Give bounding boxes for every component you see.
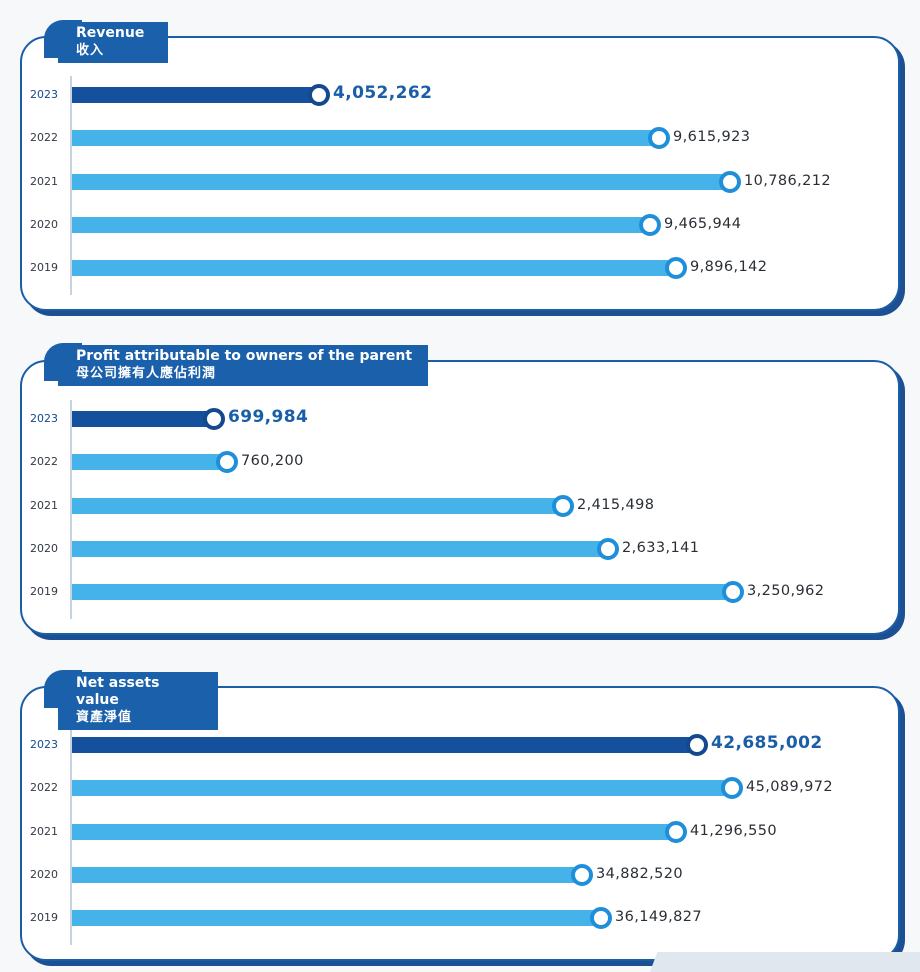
- year-tick-label: 2019: [30, 911, 58, 925]
- bar-end-marker: [722, 581, 744, 604]
- bar-row-2020: 2020 34,882,520: [0, 860, 920, 890]
- bar-row-2019: 2019 36,149,827: [0, 903, 920, 933]
- bar-end-marker: [597, 537, 619, 560]
- year-tick-label: 2022: [30, 781, 58, 795]
- bar-2023: [72, 87, 319, 103]
- year-tick-label: 2021: [30, 174, 58, 188]
- chart-title-en: Revenue: [76, 25, 145, 41]
- profit-y-axis: [70, 400, 72, 619]
- year-tick-label: 2020: [30, 867, 58, 881]
- bar-2020: [72, 216, 650, 233]
- bar-value-label: 10,786,212: [744, 172, 832, 189]
- chart-title-en: Profit attributable to owners of the par…: [76, 348, 413, 364]
- year-tick-label: 2020: [30, 541, 58, 555]
- year-tick-label: 2019: [30, 585, 58, 599]
- net-assets-y-axis: [70, 726, 72, 945]
- bar-end-marker: [216, 451, 238, 474]
- bar-value-label: 41,296,550: [690, 822, 778, 839]
- bar-row-2022: 2022 45,089,972: [0, 773, 920, 803]
- bar-row-2021: 2021 2,415,498: [0, 491, 920, 521]
- bar-2019: [72, 910, 601, 927]
- year-tick-label: 2019: [30, 261, 58, 275]
- bar-row-2019: 2019 3,250,962: [0, 577, 920, 607]
- bar-end-marker: [665, 820, 687, 843]
- bar-2023: [72, 737, 697, 753]
- bar-end-marker: [665, 257, 687, 280]
- bar-value-label: 2,415,498: [577, 496, 655, 513]
- bar-end-marker: [552, 494, 574, 517]
- year-tick-label: 2023: [30, 412, 58, 425]
- year-tick-label: 2020: [30, 217, 58, 231]
- bar-end-marker: [590, 907, 612, 930]
- year-tick-label: 2021: [30, 824, 58, 838]
- year-tick-label: 2023: [30, 88, 58, 101]
- chart-title-en: Net assets value: [76, 675, 160, 708]
- profit-chart-title: Profit attributable to owners of the par…: [58, 345, 428, 386]
- bar-2021: [72, 497, 563, 514]
- bar-row-2020: 2020 2,633,141: [0, 534, 920, 564]
- bar-row-2023: 2023 42,685,002: [0, 730, 920, 760]
- bar-2020: [72, 540, 608, 557]
- bar-row-2022: 2022 760,200: [0, 447, 920, 477]
- bar-row-2023: 2023 699,984: [0, 404, 920, 434]
- bar-value-label: 760,200: [241, 453, 304, 470]
- revenue-chart-title: Revenue 收入: [58, 22, 168, 63]
- bar-row-2022: 2022 9,615,923: [0, 123, 920, 153]
- bar-value-label: 9,465,944: [664, 215, 742, 232]
- bar-value-label: 4,052,262: [333, 83, 433, 103]
- chart-title-zh: 資產淨值: [76, 710, 133, 725]
- bar-row-2023: 2023 4,052,262: [0, 80, 920, 110]
- bar-end-marker: [648, 127, 670, 150]
- bar-value-label: 34,882,520: [596, 865, 684, 882]
- bar-2021: [72, 173, 730, 190]
- bar-end-marker: [686, 734, 708, 756]
- bar-end-marker: [308, 84, 330, 106]
- revenue-y-axis: [70, 76, 72, 295]
- bar-2022: [72, 130, 659, 147]
- year-tick-label: 2022: [30, 455, 58, 469]
- bar-2020: [72, 866, 582, 883]
- bar-value-label: 42,685,002: [711, 733, 823, 753]
- bar-row-2020: 2020 9,465,944: [0, 210, 920, 240]
- bar-end-marker: [719, 170, 741, 193]
- bar-2023: [72, 411, 214, 427]
- bar-2022: [72, 454, 227, 471]
- year-tick-label: 2021: [30, 498, 58, 512]
- bar-value-label: 3,250,962: [747, 583, 825, 600]
- year-tick-label: 2023: [30, 738, 58, 751]
- chart-title-zh: 母公司擁有人應佔利潤: [76, 366, 217, 381]
- bar-row-2019: 2019 9,896,142: [0, 253, 920, 283]
- page-corner-decoration: [650, 952, 920, 972]
- bar-2019: [72, 584, 733, 601]
- bar-end-marker: [721, 777, 743, 800]
- bar-value-label: 2,633,141: [622, 539, 700, 556]
- bar-row-2021: 2021 41,296,550: [0, 817, 920, 847]
- bar-value-label: 9,615,923: [673, 129, 751, 146]
- year-tick-label: 2022: [30, 131, 58, 145]
- bar-value-label: 9,896,142: [690, 259, 768, 276]
- bar-value-label: 45,089,972: [746, 779, 834, 796]
- bar-end-marker: [639, 213, 661, 236]
- chart-title-zh: 收入: [76, 43, 105, 58]
- bar-row-2021: 2021 10,786,212: [0, 167, 920, 197]
- bar-2019: [72, 260, 676, 277]
- bar-2021: [72, 823, 676, 840]
- bar-end-marker: [203, 408, 225, 430]
- bar-value-label: 36,149,827: [615, 909, 703, 926]
- bar-end-marker: [571, 863, 593, 886]
- bar-2022: [72, 780, 732, 797]
- bar-value-label: 699,984: [228, 407, 309, 427]
- net-assets-chart-title: Net assets value 資產淨值: [58, 672, 218, 730]
